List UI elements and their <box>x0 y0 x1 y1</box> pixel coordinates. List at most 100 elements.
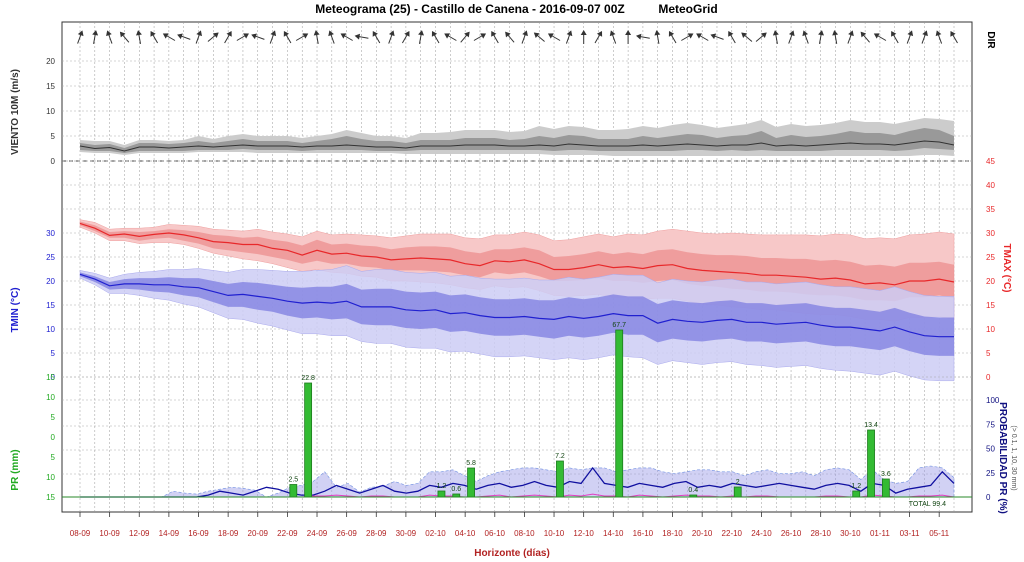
wind-direction-arrow <box>224 30 232 44</box>
wind-direction-arrow <box>654 30 661 44</box>
wind-arrow-head <box>533 32 540 39</box>
wind-arrow-head <box>935 30 942 37</box>
wind-direction-arrow <box>431 30 440 44</box>
wind-direction-arrow <box>891 30 899 44</box>
pr-tick-label: 15 <box>46 373 55 382</box>
wind-direction-arrow <box>444 33 457 41</box>
wind-arrow-head <box>625 30 632 35</box>
tmax-line <box>79 222 955 286</box>
tmax-tick-label: 0 <box>986 373 991 382</box>
wind-arrow-head <box>388 30 395 37</box>
wind-direction-arrow <box>418 30 425 44</box>
x-tick-label: 06-10 <box>485 529 506 538</box>
wind-arrow-head <box>302 33 309 39</box>
x-tick-label: 05-11 <box>929 529 949 538</box>
tmin-tick-label: 15 <box>46 301 55 310</box>
wind-arrow-head <box>522 30 528 37</box>
prob-band <box>80 465 955 498</box>
wind-direction-arrow <box>696 33 709 41</box>
wind-direction-arrow <box>491 30 499 44</box>
precip-bar-label: 1.2 <box>851 483 861 490</box>
wind-direction-arrow <box>150 30 159 44</box>
tmin-tick-label: 20 <box>46 277 55 286</box>
tmin-tick-label: 30 <box>46 229 55 238</box>
chart-title: Meteograma (25) - Castillo de Canena - 2… <box>315 2 624 16</box>
wind-arrow-head <box>654 30 661 36</box>
precip-bar-label: 0.4 <box>688 487 698 494</box>
wind-median-line <box>79 140 955 152</box>
wind-arrow-head <box>922 30 928 37</box>
x-axis-label: Horizonte (días) <box>474 548 550 559</box>
wind-arrow-head <box>687 33 694 39</box>
wind-arrow-head <box>92 30 99 36</box>
x-tick-label: 30-09 <box>396 529 417 538</box>
wind-direction-arrow <box>681 33 694 41</box>
wind-direction-arrow <box>950 30 958 44</box>
precip-bar <box>304 382 313 498</box>
tmin-inner-band <box>80 272 954 356</box>
wind-arrow-head <box>404 30 410 37</box>
wind-arrow-head <box>150 30 156 37</box>
x-tick-label: 20-10 <box>692 529 713 538</box>
precip-bar <box>615 329 624 498</box>
x-tick-label: 12-09 <box>129 529 150 538</box>
wind-direction-arrow <box>372 30 381 44</box>
wind-direction-arrow <box>594 30 603 44</box>
wind-arrow-head <box>354 33 361 40</box>
wind-direction-arrow <box>521 30 528 44</box>
precip-bar <box>881 478 890 498</box>
wind-direction-arrow <box>580 30 587 44</box>
wind-direction-arrow <box>251 33 265 40</box>
tmin-line <box>79 273 954 338</box>
wind-arrow-head <box>340 33 347 39</box>
tmax-tick-label: 35 <box>986 205 995 214</box>
wind-arrow-head <box>873 33 880 39</box>
wind-direction-arrow <box>772 30 779 44</box>
wind-arrow-head <box>907 30 914 37</box>
prob-tick-label: 100 <box>986 396 1000 405</box>
wind-direction-arrow <box>565 30 573 44</box>
wind-direction-arrow <box>609 30 617 44</box>
wind-direction-arrow <box>505 31 515 43</box>
wind-arrow-head <box>547 33 554 39</box>
prob-thresholds-label: (> 0.1, 1, 10, 30 mm) <box>1010 425 1017 490</box>
wind-direction-arrow <box>269 30 277 44</box>
prob-line <box>80 466 955 498</box>
wind-direction-arrow <box>873 33 887 41</box>
wind-arrow-head <box>480 33 487 39</box>
precip-bar-label: 2.5 <box>288 477 298 484</box>
wind-arrow-head <box>950 30 956 37</box>
wind-arrow-head <box>832 30 839 36</box>
wind-direction-arrow <box>668 30 677 44</box>
tmax-tick-label: 10 <box>986 325 995 334</box>
wind-arrow-head <box>251 33 257 40</box>
wind-direction-arrow <box>788 30 795 44</box>
wind-tick-label: 5 <box>51 132 56 141</box>
wind-direction-arrow <box>92 30 99 44</box>
wind-direction-arrow <box>755 32 767 42</box>
x-tick-label: 08-09 <box>70 529 91 538</box>
wind-direction-arrow <box>135 30 142 44</box>
wind-direction-arrow <box>401 30 410 44</box>
wind-arrow-head <box>283 30 289 37</box>
wind-direction-arrow <box>177 33 191 40</box>
wind-arrow-head <box>243 33 249 39</box>
wind-direction-arrow <box>328 30 335 44</box>
plot-frame <box>61 21 973 513</box>
wind-arrow-head <box>802 30 809 37</box>
wind-direction-arrow <box>847 30 854 44</box>
x-tick-label: 04-10 <box>455 529 476 538</box>
tmax-tick-label: 20 <box>986 277 995 286</box>
wind-tick-label: 0 <box>51 157 56 166</box>
pr-tick-label: 5 <box>51 413 56 422</box>
wind-arrow-head <box>196 30 203 37</box>
wind-arrow-head <box>505 31 511 38</box>
tmax-tick-label: 30 <box>986 229 995 238</box>
precip-bar-label: 67.7 <box>612 322 626 329</box>
tmin-tick-label: 0 <box>51 373 56 382</box>
wind-arrow-head <box>566 30 573 37</box>
wind-direction-arrow <box>921 30 928 44</box>
x-tick-label: 02-10 <box>425 529 446 538</box>
wind-direction-arrow <box>162 33 176 41</box>
